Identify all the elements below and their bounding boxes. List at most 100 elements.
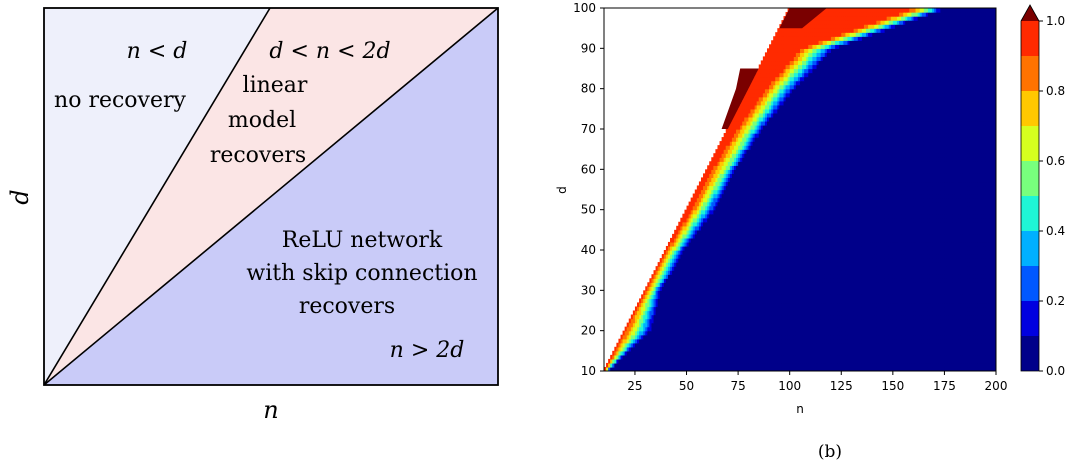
contour-cell — [791, 338, 795, 344]
contour-cell — [894, 274, 898, 279]
contour-cell — [944, 314, 948, 320]
contour-cell — [785, 326, 789, 332]
contour-cell — [812, 350, 816, 356]
contour-cell — [777, 302, 780, 308]
contour-cell — [934, 318, 937, 324]
contour-cell — [965, 358, 968, 364]
contour-cell — [925, 322, 929, 328]
contour-cell — [866, 314, 869, 320]
contour-cell — [911, 266, 915, 271]
contour-cell — [738, 318, 741, 324]
contour-cell — [791, 358, 795, 364]
contour-cell — [692, 358, 696, 364]
contour-cell — [868, 318, 871, 324]
contour-cell — [837, 282, 840, 287]
contour-cell — [965, 342, 968, 348]
contour-cell — [991, 366, 995, 371]
contour-cell — [960, 318, 964, 324]
contour-cell — [911, 342, 915, 348]
contour-cell — [985, 310, 989, 316]
contour-cell — [639, 298, 642, 304]
contour-cell — [785, 354, 789, 360]
contour-cell — [833, 322, 836, 328]
contour-cell — [958, 318, 962, 324]
contour-cell — [641, 318, 644, 324]
contour-cell — [985, 302, 989, 308]
contour-cell — [764, 366, 768, 371]
contour-cell — [942, 366, 946, 371]
contour-cell — [703, 334, 706, 340]
contour-cell — [874, 274, 877, 279]
contour-cell — [936, 262, 939, 267]
contour-cell — [645, 350, 648, 356]
contour-cell — [649, 314, 653, 320]
contour-cell — [991, 286, 995, 291]
contour-cell — [806, 314, 809, 320]
contour-cell — [682, 350, 686, 356]
contour-cell — [800, 318, 803, 324]
contour-cell — [861, 314, 865, 320]
contour-cell — [880, 330, 884, 336]
contour-cell — [981, 294, 985, 299]
contour-cell — [965, 310, 968, 316]
contour-cell — [971, 306, 974, 312]
contour-cell — [962, 334, 966, 340]
contour-cell — [901, 310, 904, 316]
contour-cell — [661, 354, 665, 360]
contour-cell — [802, 354, 805, 360]
contour-cell — [789, 354, 793, 360]
contour-cell — [913, 310, 917, 316]
contour-cell — [667, 302, 671, 308]
contour-cell — [762, 306, 766, 312]
contour-cell — [816, 346, 820, 352]
contour-cell — [981, 354, 985, 360]
contour-cell — [698, 306, 702, 312]
contour-cell — [808, 326, 811, 332]
contour-cell — [725, 318, 729, 324]
contour-cell — [781, 294, 785, 299]
contour-cell — [779, 342, 783, 348]
contour-cell — [866, 286, 869, 291]
contour-cell — [874, 282, 877, 287]
contour-cell — [641, 354, 644, 360]
contour-cell — [944, 310, 948, 316]
contour-cell — [979, 326, 983, 332]
contour-cell — [863, 358, 867, 364]
contour-cell — [672, 290, 675, 295]
contour-cell — [760, 350, 764, 356]
contour-cell — [981, 270, 985, 275]
contour-cell — [719, 342, 723, 348]
contour-cell — [946, 358, 950, 364]
contour-cell — [703, 266, 706, 271]
contour-cell — [824, 274, 828, 279]
contour-cell — [983, 362, 987, 368]
contour-cell — [711, 254, 714, 259]
contour-cell — [979, 302, 983, 308]
contour-cell — [653, 306, 657, 312]
contour-cell — [857, 354, 861, 360]
contour-cell — [979, 278, 983, 283]
contour-cell — [828, 366, 832, 371]
contour-cell — [630, 318, 634, 324]
contour-cell — [863, 326, 867, 332]
contour-cell — [665, 298, 669, 304]
contour-cell — [672, 326, 675, 332]
contour-cell — [649, 326, 653, 332]
contour-cell — [641, 326, 644, 332]
contour-cell — [958, 274, 962, 279]
contour-cell — [738, 322, 741, 328]
contour-cell — [973, 366, 976, 371]
contour-cell — [793, 286, 797, 291]
contour-cell — [754, 258, 758, 263]
contour-cell — [936, 282, 939, 287]
contour-cell — [872, 286, 875, 291]
contour-cell — [682, 274, 686, 279]
contour-cell — [729, 342, 733, 348]
contour-cell — [707, 330, 710, 336]
contour-cell — [905, 274, 908, 279]
contour-cell — [688, 338, 692, 344]
contour-cell — [804, 298, 807, 304]
contour-cell — [977, 302, 981, 308]
contour-cell — [725, 354, 729, 360]
contour-cell — [709, 358, 712, 364]
